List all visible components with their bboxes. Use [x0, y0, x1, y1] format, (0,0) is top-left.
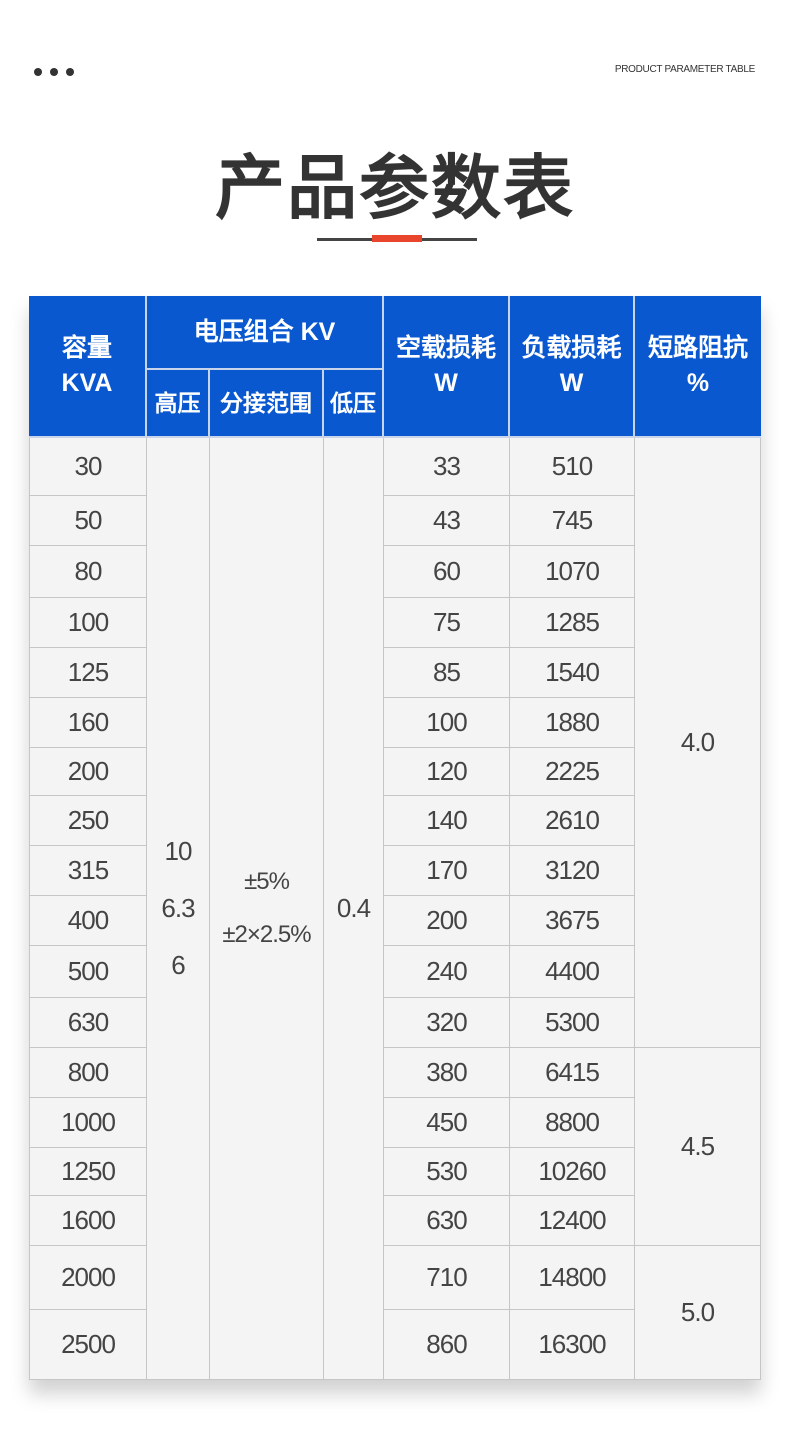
cell-capacity: 1250 — [29, 1148, 147, 1196]
cell-capacity: 160 — [29, 698, 147, 748]
cell-impedance: 4.5 — [635, 1048, 761, 1246]
cell-no-load-loss: 710 — [384, 1246, 510, 1310]
cell-load-loss: 12400 — [510, 1196, 635, 1246]
header-voltage-group: 电压组合 KV — [147, 296, 384, 370]
cell-no-load-loss: 60 — [384, 546, 510, 598]
cell-load-loss: 2610 — [510, 796, 635, 846]
cell-no-load-loss: 100 — [384, 698, 510, 748]
cell-capacity: 125 — [29, 648, 147, 698]
title-divider-accent — [372, 235, 422, 242]
cell-load-loss: 4400 — [510, 946, 635, 998]
cell-load-loss: 10260 — [510, 1148, 635, 1196]
cell-capacity: 250 — [29, 796, 147, 846]
cell-no-load-loss: 320 — [384, 998, 510, 1048]
header-no-load-loss: 空载损耗 W — [384, 296, 510, 438]
header-tap-range: 分接范围 — [210, 370, 324, 438]
cell-capacity: 200 — [29, 748, 147, 796]
cell-no-load-loss: 43 — [384, 496, 510, 546]
header-high-voltage: 高压 — [147, 370, 210, 438]
cell-load-loss: 1880 — [510, 698, 635, 748]
more-dots-icon — [34, 68, 74, 76]
cell-load-loss: 8800 — [510, 1098, 635, 1148]
cell-capacity: 2000 — [29, 1246, 147, 1310]
cell-no-load-loss: 170 — [384, 846, 510, 896]
cell-capacity: 315 — [29, 846, 147, 896]
cell-no-load-loss: 120 — [384, 748, 510, 796]
cell-capacity: 100 — [29, 598, 147, 648]
high-voltage-values: 10 6.3 6 — [147, 438, 210, 1380]
cell-capacity: 1600 — [29, 1196, 147, 1246]
cell-load-loss: 1070 — [510, 546, 635, 598]
cell-capacity: 50 — [29, 496, 147, 546]
header-low-voltage: 低压 — [324, 370, 384, 438]
cell-load-loss: 14800 — [510, 1246, 635, 1310]
cell-capacity: 1000 — [29, 1098, 147, 1148]
parameter-table: 容量 KVA 电压组合 KV 高压 分接范围 低压 空载损耗 W 负载损耗 W … — [29, 296, 761, 1380]
cell-no-load-loss: 450 — [384, 1098, 510, 1148]
cell-no-load-loss: 140 — [384, 796, 510, 846]
cell-capacity: 500 — [29, 946, 147, 998]
header-capacity: 容量 KVA — [29, 296, 147, 438]
cell-no-load-loss: 33 — [384, 438, 510, 496]
cell-load-loss: 16300 — [510, 1310, 635, 1380]
cell-load-loss: 6415 — [510, 1048, 635, 1098]
cell-capacity: 80 — [29, 546, 147, 598]
cell-load-loss: 1285 — [510, 598, 635, 648]
header-impedance: 短路阻抗 % — [635, 296, 761, 438]
cell-no-load-loss: 200 — [384, 896, 510, 946]
cell-capacity: 2500 — [29, 1310, 147, 1380]
cell-load-loss: 510 — [510, 438, 635, 496]
cell-no-load-loss: 75 — [384, 598, 510, 648]
tap-range-values: ±5% ±2×2.5% — [210, 438, 324, 1380]
cell-no-load-loss: 530 — [384, 1148, 510, 1196]
cell-impedance: 4.0 — [635, 438, 761, 1048]
cell-load-loss: 745 — [510, 496, 635, 546]
cell-impedance: 5.0 — [635, 1246, 761, 1380]
cell-capacity: 630 — [29, 998, 147, 1048]
cell-load-loss: 3675 — [510, 896, 635, 946]
cell-no-load-loss: 85 — [384, 648, 510, 698]
header-load-loss: 负载损耗 W — [510, 296, 635, 438]
cell-no-load-loss: 240 — [384, 946, 510, 998]
cell-capacity: 400 — [29, 896, 147, 946]
cell-load-loss: 5300 — [510, 998, 635, 1048]
low-voltage-value: 0.4 — [324, 438, 384, 1380]
cell-load-loss: 2225 — [510, 748, 635, 796]
cell-load-loss: 3120 — [510, 846, 635, 896]
english-label: PRODUCT PARAMETER TABLE — [614, 64, 755, 75]
cell-capacity: 30 — [29, 438, 147, 496]
cell-no-load-loss: 860 — [384, 1310, 510, 1380]
cell-load-loss: 1540 — [510, 648, 635, 698]
cell-no-load-loss: 630 — [384, 1196, 510, 1246]
cell-no-load-loss: 380 — [384, 1048, 510, 1098]
page-title: 产品参数表 — [215, 149, 575, 227]
cell-capacity: 800 — [29, 1048, 147, 1098]
